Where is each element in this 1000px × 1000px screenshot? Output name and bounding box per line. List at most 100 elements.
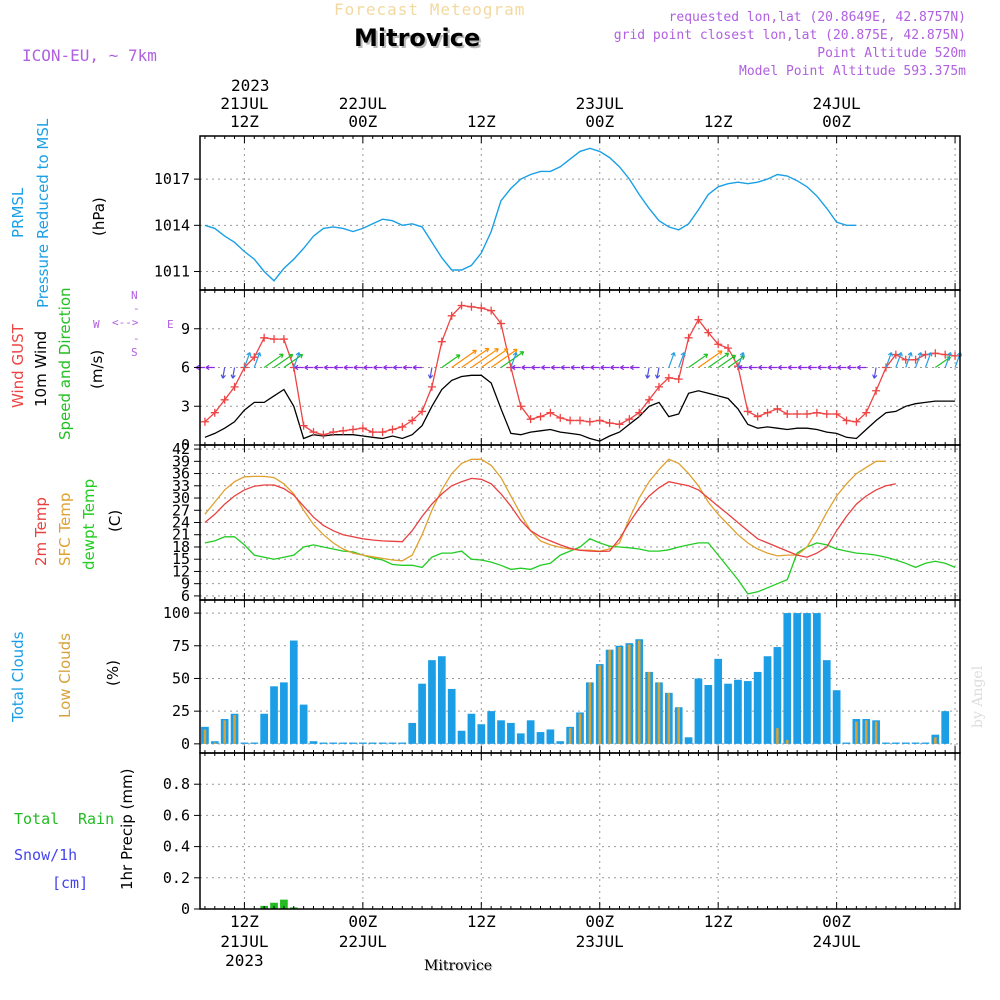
- gust-marker: [487, 306, 496, 315]
- sfc-temp-line: [204, 458, 886, 562]
- low-cloud-bar: [588, 682, 592, 744]
- gust-marker: [615, 420, 624, 429]
- gust-marker: [358, 424, 367, 433]
- bottom-hour-label: 00Z: [585, 912, 615, 931]
- temp-2m-label: 2m Temp: [32, 497, 50, 566]
- gust-marker: [220, 395, 229, 404]
- precip-rain-label: Rain: [78, 810, 115, 828]
- bottom-date-label: 21JUL: [220, 932, 269, 951]
- total-cloud-bar: [694, 678, 703, 744]
- gust-marker: [576, 416, 584, 425]
- low-cloud-bar: [608, 649, 611, 744]
- top-date-label: 23JUL: [575, 94, 624, 113]
- low-cloud-bar: [874, 721, 878, 744]
- bottom-hour-label: 00Z: [348, 912, 378, 931]
- precip-total-label: Total: [14, 810, 60, 828]
- total-cloud-bar: [516, 733, 525, 744]
- gust-marker: [447, 311, 456, 320]
- wind-direction-arrow: [471, 348, 499, 368]
- temp-2m-line: [204, 477, 896, 558]
- gust-marker: [783, 410, 792, 418]
- wind-direction-arrow: [383, 364, 393, 371]
- gust-marker: [408, 416, 417, 425]
- y-tick-label-3: 50: [172, 669, 190, 687]
- total-cloud-bar: [339, 742, 347, 744]
- low-cloud-bar: [598, 665, 602, 744]
- wind-direction-arrow: [600, 364, 610, 371]
- gust-marker: [566, 416, 575, 425]
- total-cloud-bar: [260, 713, 269, 744]
- wind-direction-arrow: [461, 347, 490, 368]
- total-cloud-bar: [911, 742, 920, 744]
- y-tick-label-4: 0: [181, 900, 190, 918]
- gust-marker: [951, 351, 960, 360]
- temp-sfc-label: SFC Temp: [56, 492, 74, 566]
- low-cloud-bar: [677, 707, 680, 744]
- wind-direction-arrow: [610, 364, 620, 371]
- wind-direction-arrow: [570, 364, 580, 371]
- y-tick-label-2: 21: [172, 526, 190, 544]
- gust-marker: [526, 415, 535, 424]
- gust-marker: [714, 340, 723, 349]
- top-year: 2023: [231, 76, 270, 95]
- gust-marker: [437, 337, 446, 346]
- wind-direction-arrow: [441, 354, 461, 368]
- gust-marker: [270, 335, 279, 344]
- total-cloud-bar: [349, 742, 357, 744]
- wind-direction-arrow: [511, 364, 521, 371]
- gust-marker: [546, 408, 555, 417]
- total-cloud-bar: [447, 688, 456, 744]
- total-cloud-bar: [901, 742, 910, 744]
- total-cloud-bar: [763, 656, 772, 744]
- wind-direction-arrow: [510, 351, 518, 368]
- total-cloud-bar: [437, 656, 446, 744]
- footer-location: Mitrovice: [424, 958, 493, 974]
- total-cloud-bar: [714, 658, 723, 744]
- wind-direction-arrow: [654, 367, 661, 379]
- clouds-unit: (%): [104, 660, 122, 686]
- wind-direction-arrow: [837, 364, 847, 371]
- total-cloud-bar: [546, 729, 555, 744]
- total-cloud-bar: [477, 724, 486, 744]
- y-tick-label-3: 100: [163, 604, 190, 622]
- temp-unit: (C): [106, 509, 124, 532]
- total-cloud-bar: [822, 660, 831, 744]
- y-tick-label-2: 24: [172, 514, 190, 532]
- gust-marker: [348, 425, 357, 434]
- total-cloud-bar: [319, 742, 328, 744]
- gust-marker: [516, 402, 525, 411]
- wind-direction-arrow: [263, 353, 284, 368]
- wind-direction-arrow: [817, 364, 827, 371]
- compass-east-label: E: [167, 318, 174, 331]
- wind-direction-label: Speed and Direction: [56, 287, 74, 440]
- wind-direction-arrow: [748, 364, 758, 371]
- pressure-label-desc: Pressure Reduced to MSL: [34, 118, 52, 308]
- wind-direction-arrow: [872, 367, 878, 379]
- low-cloud-bar: [776, 728, 779, 744]
- wind-direction-arrow: [777, 364, 788, 371]
- low-cloud-bar: [637, 640, 641, 744]
- low-cloud-bar: [934, 737, 937, 744]
- clouds-total-label: Total Clouds: [9, 631, 27, 722]
- gust-marker: [279, 335, 288, 344]
- app-label: Forecast Meteogram: [334, 0, 526, 19]
- gust-marker: [230, 382, 239, 391]
- gust-marker: [664, 373, 673, 382]
- pressure-label-prmsl: PRMSL: [9, 187, 27, 238]
- gust-marker: [497, 319, 506, 328]
- wind-direction-arrow: [629, 364, 640, 371]
- total-cloud-bar: [941, 711, 950, 744]
- low-cloud-bar: [223, 720, 226, 744]
- rain-bar: [280, 899, 288, 909]
- wind-direction-arrow: [807, 364, 817, 371]
- total-cloud-bar: [704, 685, 713, 744]
- gust-marker: [645, 395, 654, 404]
- wind-direction-arrow: [343, 364, 353, 371]
- wind-direction-arrow: [393, 364, 403, 371]
- total-cloud-bar: [832, 690, 841, 744]
- gust-marker: [329, 428, 338, 437]
- gust-marker: [309, 428, 318, 437]
- y-tick-label-2: 6: [181, 587, 190, 605]
- gust-marker: [872, 386, 881, 395]
- wind-direction-arrow: [550, 364, 561, 371]
